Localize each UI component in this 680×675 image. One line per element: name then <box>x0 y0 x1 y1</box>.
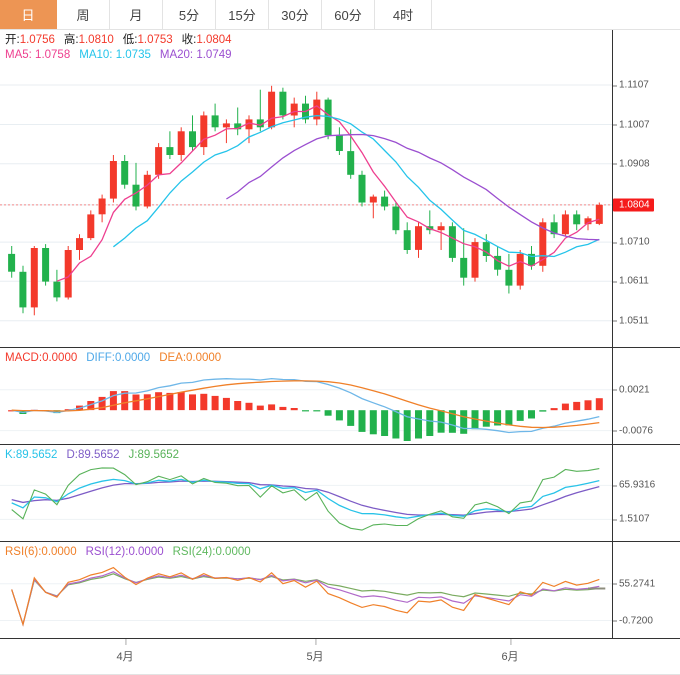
macd-plot[interactable] <box>0 348 613 444</box>
kdj-plot[interactable] <box>0 445 613 541</box>
dea-label: DEA: <box>159 352 187 364</box>
rsi6-label: RSI(6): <box>5 546 42 558</box>
ohlc-legend: 开:1.0756 高:1.0810 低:1.0753 收:1.0804 <box>5 33 241 48</box>
rsi-axis: 55.2741 -0.7200 <box>613 542 680 638</box>
rsi-axis-tick: 55.2741 <box>613 578 655 589</box>
macd-value: 0.0000 <box>42 352 78 364</box>
close-value: 1.0804 <box>196 34 232 46</box>
price-axis-tick: 1.0710 <box>613 237 650 248</box>
rsi12-value: 0.0000 <box>128 546 164 558</box>
price-panel: 开:1.0756 高:1.0810 低:1.0753 收:1.0804 MA5: 1.… <box>0 30 680 348</box>
macd-axis-tick: 0.0021 <box>613 384 650 395</box>
rsi-plot[interactable] <box>0 542 613 638</box>
rsi-panel: RSI(6):0.0000 RSI(12):0.0000 RSI(24):0.000… <box>0 542 680 639</box>
ma20-label: MA20: <box>159 49 194 61</box>
macd-axis-tick: -0.0076 <box>613 425 653 436</box>
ma5-label: MA5: <box>5 49 32 61</box>
diff-value: 0.0000 <box>115 352 151 364</box>
tab-4hour-label: 4时 <box>392 8 414 23</box>
tab-day[interactable]: 日 <box>0 0 57 29</box>
tab-4hour[interactable]: 4时 <box>375 0 432 29</box>
period-tab-bar: 日 周 月 5分 15分 30分 60分 4时 <box>0 0 680 30</box>
price-axis-tick: 1.0511 <box>613 315 649 326</box>
tab-bar-filler <box>432 0 680 29</box>
low-value: 1.0753 <box>137 34 173 46</box>
rsi-legend: RSI(6):0.0000 RSI(12):0.0000 RSI(24):0.000… <box>5 545 260 560</box>
diff-label: DIFF: <box>86 352 115 364</box>
k-value: 89.5652 <box>15 449 58 461</box>
price-axis-current-tick: 1.0804 <box>613 198 654 212</box>
close-label: 收: <box>181 34 197 46</box>
tab-5min-label: 5分 <box>178 8 200 23</box>
price-axis-tick: 1.0611 <box>613 276 649 287</box>
open-value: 1.0756 <box>19 34 55 46</box>
chart-container: 开:1.0756 高:1.0810 低:1.0753 收:1.0804 MA5: 1.… <box>0 30 680 675</box>
tab-15min[interactable]: 15分 <box>216 0 269 29</box>
tab-week-label: 周 <box>76 8 90 23</box>
d-label: D: <box>66 449 78 461</box>
ma-legend: MA5: 1.0758 MA10: 1.0735 MA20: 1.0749 <box>5 48 241 63</box>
kdj-axis: 65.9316 1.5107 <box>613 445 680 541</box>
high-label: 高: <box>63 34 79 46</box>
macd-axis: 0.0021 -0.0076 <box>613 348 680 444</box>
tab-30min-label: 30分 <box>281 8 309 23</box>
macd-legend: MACD:0.0000 DIFF:0.0000 DEA:0.0000 <box>5 351 230 366</box>
tab-month[interactable]: 月 <box>110 0 163 29</box>
price-plot[interactable] <box>0 30 613 347</box>
macd-label: MACD: <box>5 352 43 364</box>
ma20-value: 1.0749 <box>196 49 232 61</box>
time-axis-labels: 4月 5月 6月 <box>0 639 613 675</box>
ma5-value: 1.0758 <box>35 49 71 61</box>
dea-value: 0.0000 <box>186 352 222 364</box>
rsi24-label: RSI(24): <box>172 546 216 558</box>
time-axis-label: 6月 <box>501 639 519 664</box>
tab-5min[interactable]: 5分 <box>163 0 216 29</box>
k-label: K: <box>5 449 16 461</box>
j-label: J: <box>128 449 138 461</box>
d-value: 89.5652 <box>77 449 120 461</box>
kdj-legend: K:89.5652 D:89.5652 J:89.5652 <box>5 448 188 463</box>
tab-60min[interactable]: 60分 <box>322 0 375 29</box>
macd-panel: MACD:0.0000 DIFF:0.0000 DEA:0.0000 0.0021-… <box>0 348 680 445</box>
rsi6-value: 0.0000 <box>41 546 77 558</box>
open-label: 开: <box>5 34 20 46</box>
price-axis-tick: 1.1007 <box>613 119 650 130</box>
price-axis-tick: 1.0908 <box>613 158 650 169</box>
tab-day-label: 日 <box>21 8 35 23</box>
tab-month-label: 月 <box>129 8 143 23</box>
tab-week[interactable]: 周 <box>57 0 110 29</box>
kdj-axis-tick: 65.9316 <box>613 480 655 491</box>
kdj-axis-tick: 1.5107 <box>613 514 650 525</box>
tab-60min-label: 60分 <box>334 8 362 23</box>
time-axis-label: 4月 <box>116 639 134 664</box>
time-axis-label: 5月 <box>306 639 324 664</box>
rsi24-value: 0.0000 <box>215 546 251 558</box>
price-axis: 1.1107 1.1007 1.0908 1.0804 1.0710 1.0611 1.05… <box>613 30 680 347</box>
j-value: 89.5652 <box>137 449 180 461</box>
price-axis-tick: 1.1107 <box>613 80 649 91</box>
high-value: 1.0810 <box>78 34 114 46</box>
ma10-label: MA10: <box>79 49 113 61</box>
time-axis-panel: 4月 5月 6月 <box>0 639 680 675</box>
kdj-panel: K:89.5652 D:89.5652 J:89.5652 65.9316 1.510… <box>0 445 680 542</box>
tab-15min-label: 15分 <box>228 8 256 23</box>
rsi-axis-tick: -0.7200 <box>613 615 653 626</box>
low-label: 低: <box>122 34 138 46</box>
ma10-value: 1.0735 <box>115 49 151 61</box>
tab-30min[interactable]: 30分 <box>269 0 322 29</box>
rsi12-label: RSI(12): <box>85 546 129 558</box>
